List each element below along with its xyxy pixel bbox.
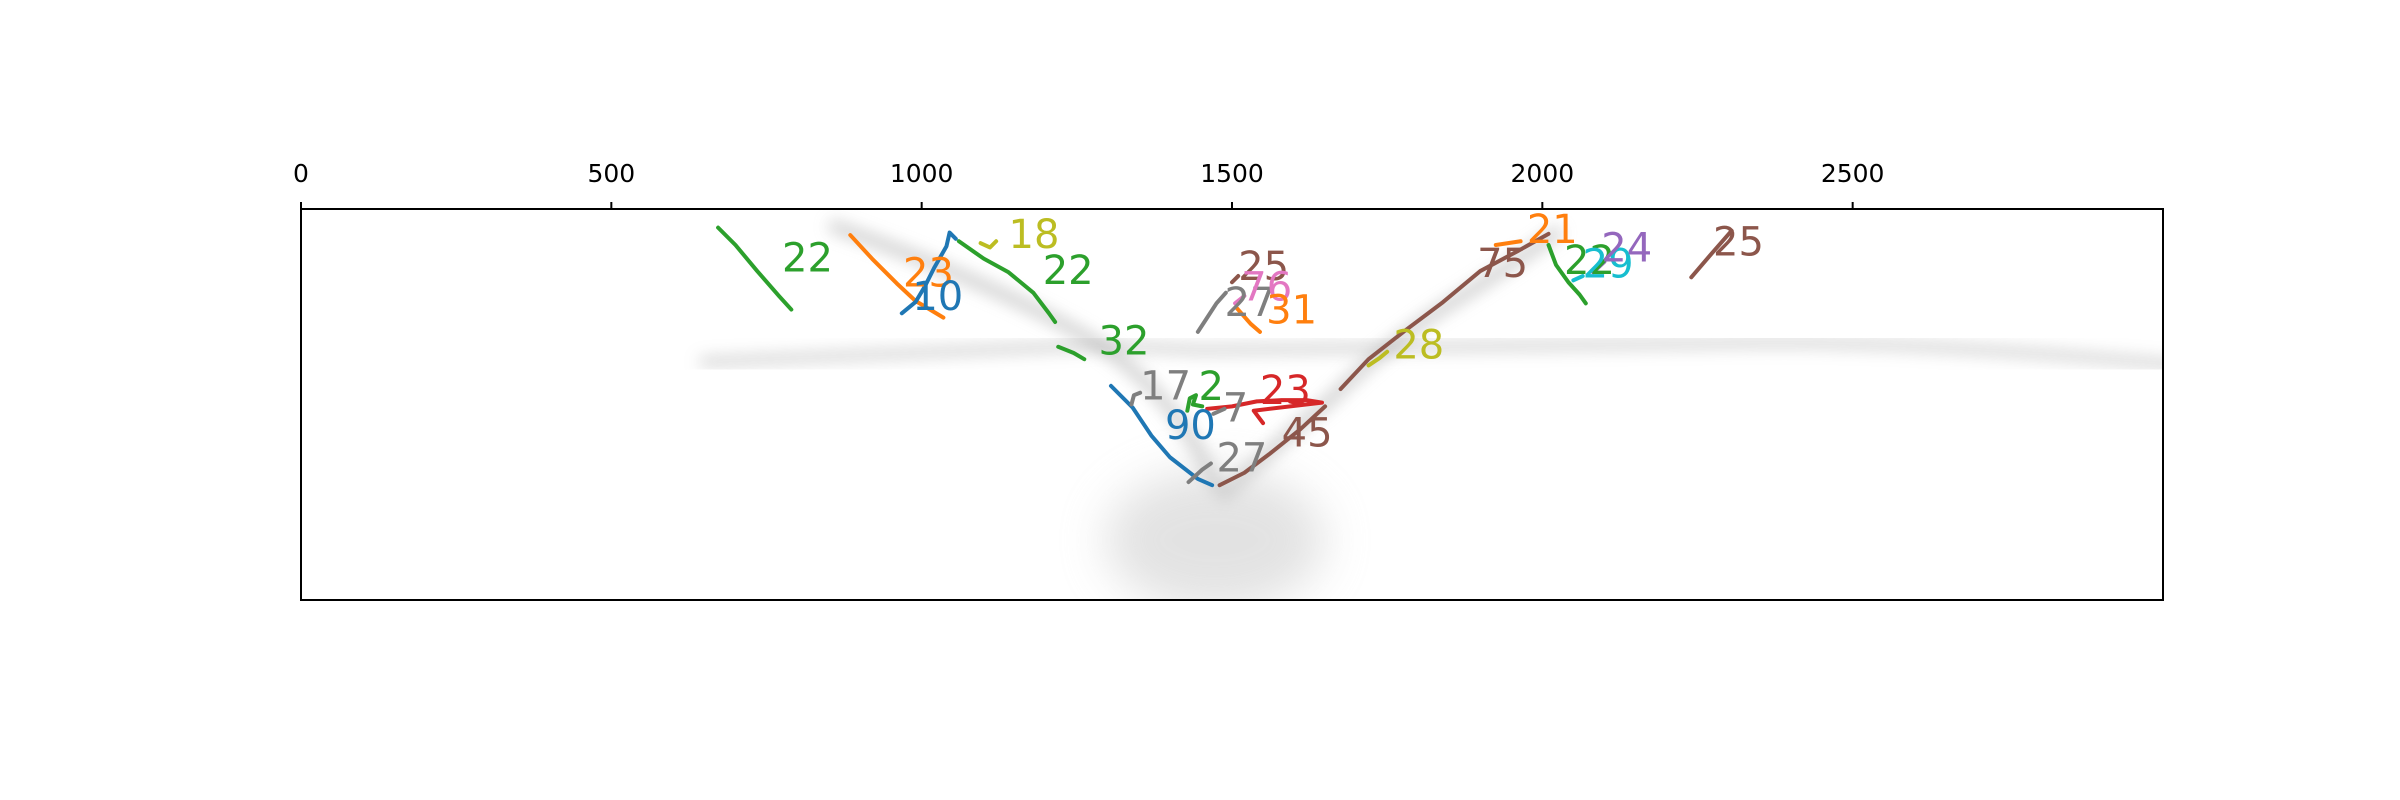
track-line-17 <box>1366 349 1390 368</box>
track-line-12 <box>1217 404 1328 488</box>
track-label-23: 25 <box>1713 219 1764 265</box>
track-label-13: 27 <box>1225 280 1276 326</box>
track-line-11 <box>1211 406 1227 416</box>
track-label-15: 76 <box>1241 265 1292 311</box>
x-axis-top: 0 500 1000 1500 2000 2500 <box>293 159 1884 209</box>
x-tick-label: 0 <box>293 159 309 188</box>
track-line-4 <box>956 239 1058 324</box>
track-line-2 <box>899 230 958 316</box>
track-label-21: 29 <box>1583 242 1634 288</box>
track-label-20: 22 <box>1564 238 1615 284</box>
track-line-23 <box>1689 228 1734 280</box>
track-label-4: 22 <box>1043 248 1094 294</box>
track-label-10: 23 <box>1260 368 1311 414</box>
track-label-12: 45 <box>1282 410 1333 456</box>
track-line-14 <box>1230 274 1241 285</box>
track-line-5 <box>1056 344 1087 362</box>
track-label-3: 18 <box>1009 212 1060 258</box>
track-line-10 <box>1205 398 1324 426</box>
track-line-15 <box>1233 293 1247 306</box>
track-line-3 <box>978 239 999 250</box>
track-line-16 <box>1234 306 1262 334</box>
track-line-20 <box>1546 242 1588 306</box>
track-label-2: 10 <box>912 274 963 320</box>
track-line-18 <box>1338 231 1551 391</box>
track-layer <box>716 225 1734 488</box>
track-label-5: 32 <box>1099 319 1150 365</box>
track-label-16: 31 <box>1266 288 1317 334</box>
track-line-22 <box>1591 259 1607 275</box>
track-line-6 <box>1108 383 1215 488</box>
track-label-11: 7 <box>1223 386 1248 432</box>
track-label-6: 90 <box>1165 403 1216 449</box>
track-line-1 <box>848 233 946 320</box>
track-label-18: 75 <box>1477 241 1528 287</box>
track-label-7: 17 <box>1140 363 1191 409</box>
x-tick-label: 1500 <box>1200 159 1264 188</box>
track-line-8 <box>1185 393 1205 413</box>
track-line-7 <box>1129 390 1143 407</box>
track-label-22: 24 <box>1601 225 1652 271</box>
track-label-8: 2 <box>1198 364 1223 410</box>
track-line-13 <box>1195 290 1228 334</box>
track-label-14: 25 <box>1238 244 1289 290</box>
track-label-19: 21 <box>1527 207 1578 253</box>
x-tick-label: 1000 <box>890 159 954 188</box>
track-line-21 <box>1571 274 1585 283</box>
track-label-17: 28 <box>1393 322 1444 368</box>
background-image <box>301 209 2163 600</box>
track-line-19 <box>1493 239 1523 247</box>
x-tick-label: 500 <box>587 159 635 188</box>
track-label-9: 27 <box>1216 435 1267 481</box>
track-line-9 <box>1186 461 1213 485</box>
track-line-0 <box>716 225 794 312</box>
track-label-0: 22 <box>782 235 833 281</box>
x-tick-label: 2500 <box>1821 159 1885 188</box>
x-tick-label: 2000 <box>1511 159 1575 188</box>
track-label-1: 23 <box>903 250 954 296</box>
